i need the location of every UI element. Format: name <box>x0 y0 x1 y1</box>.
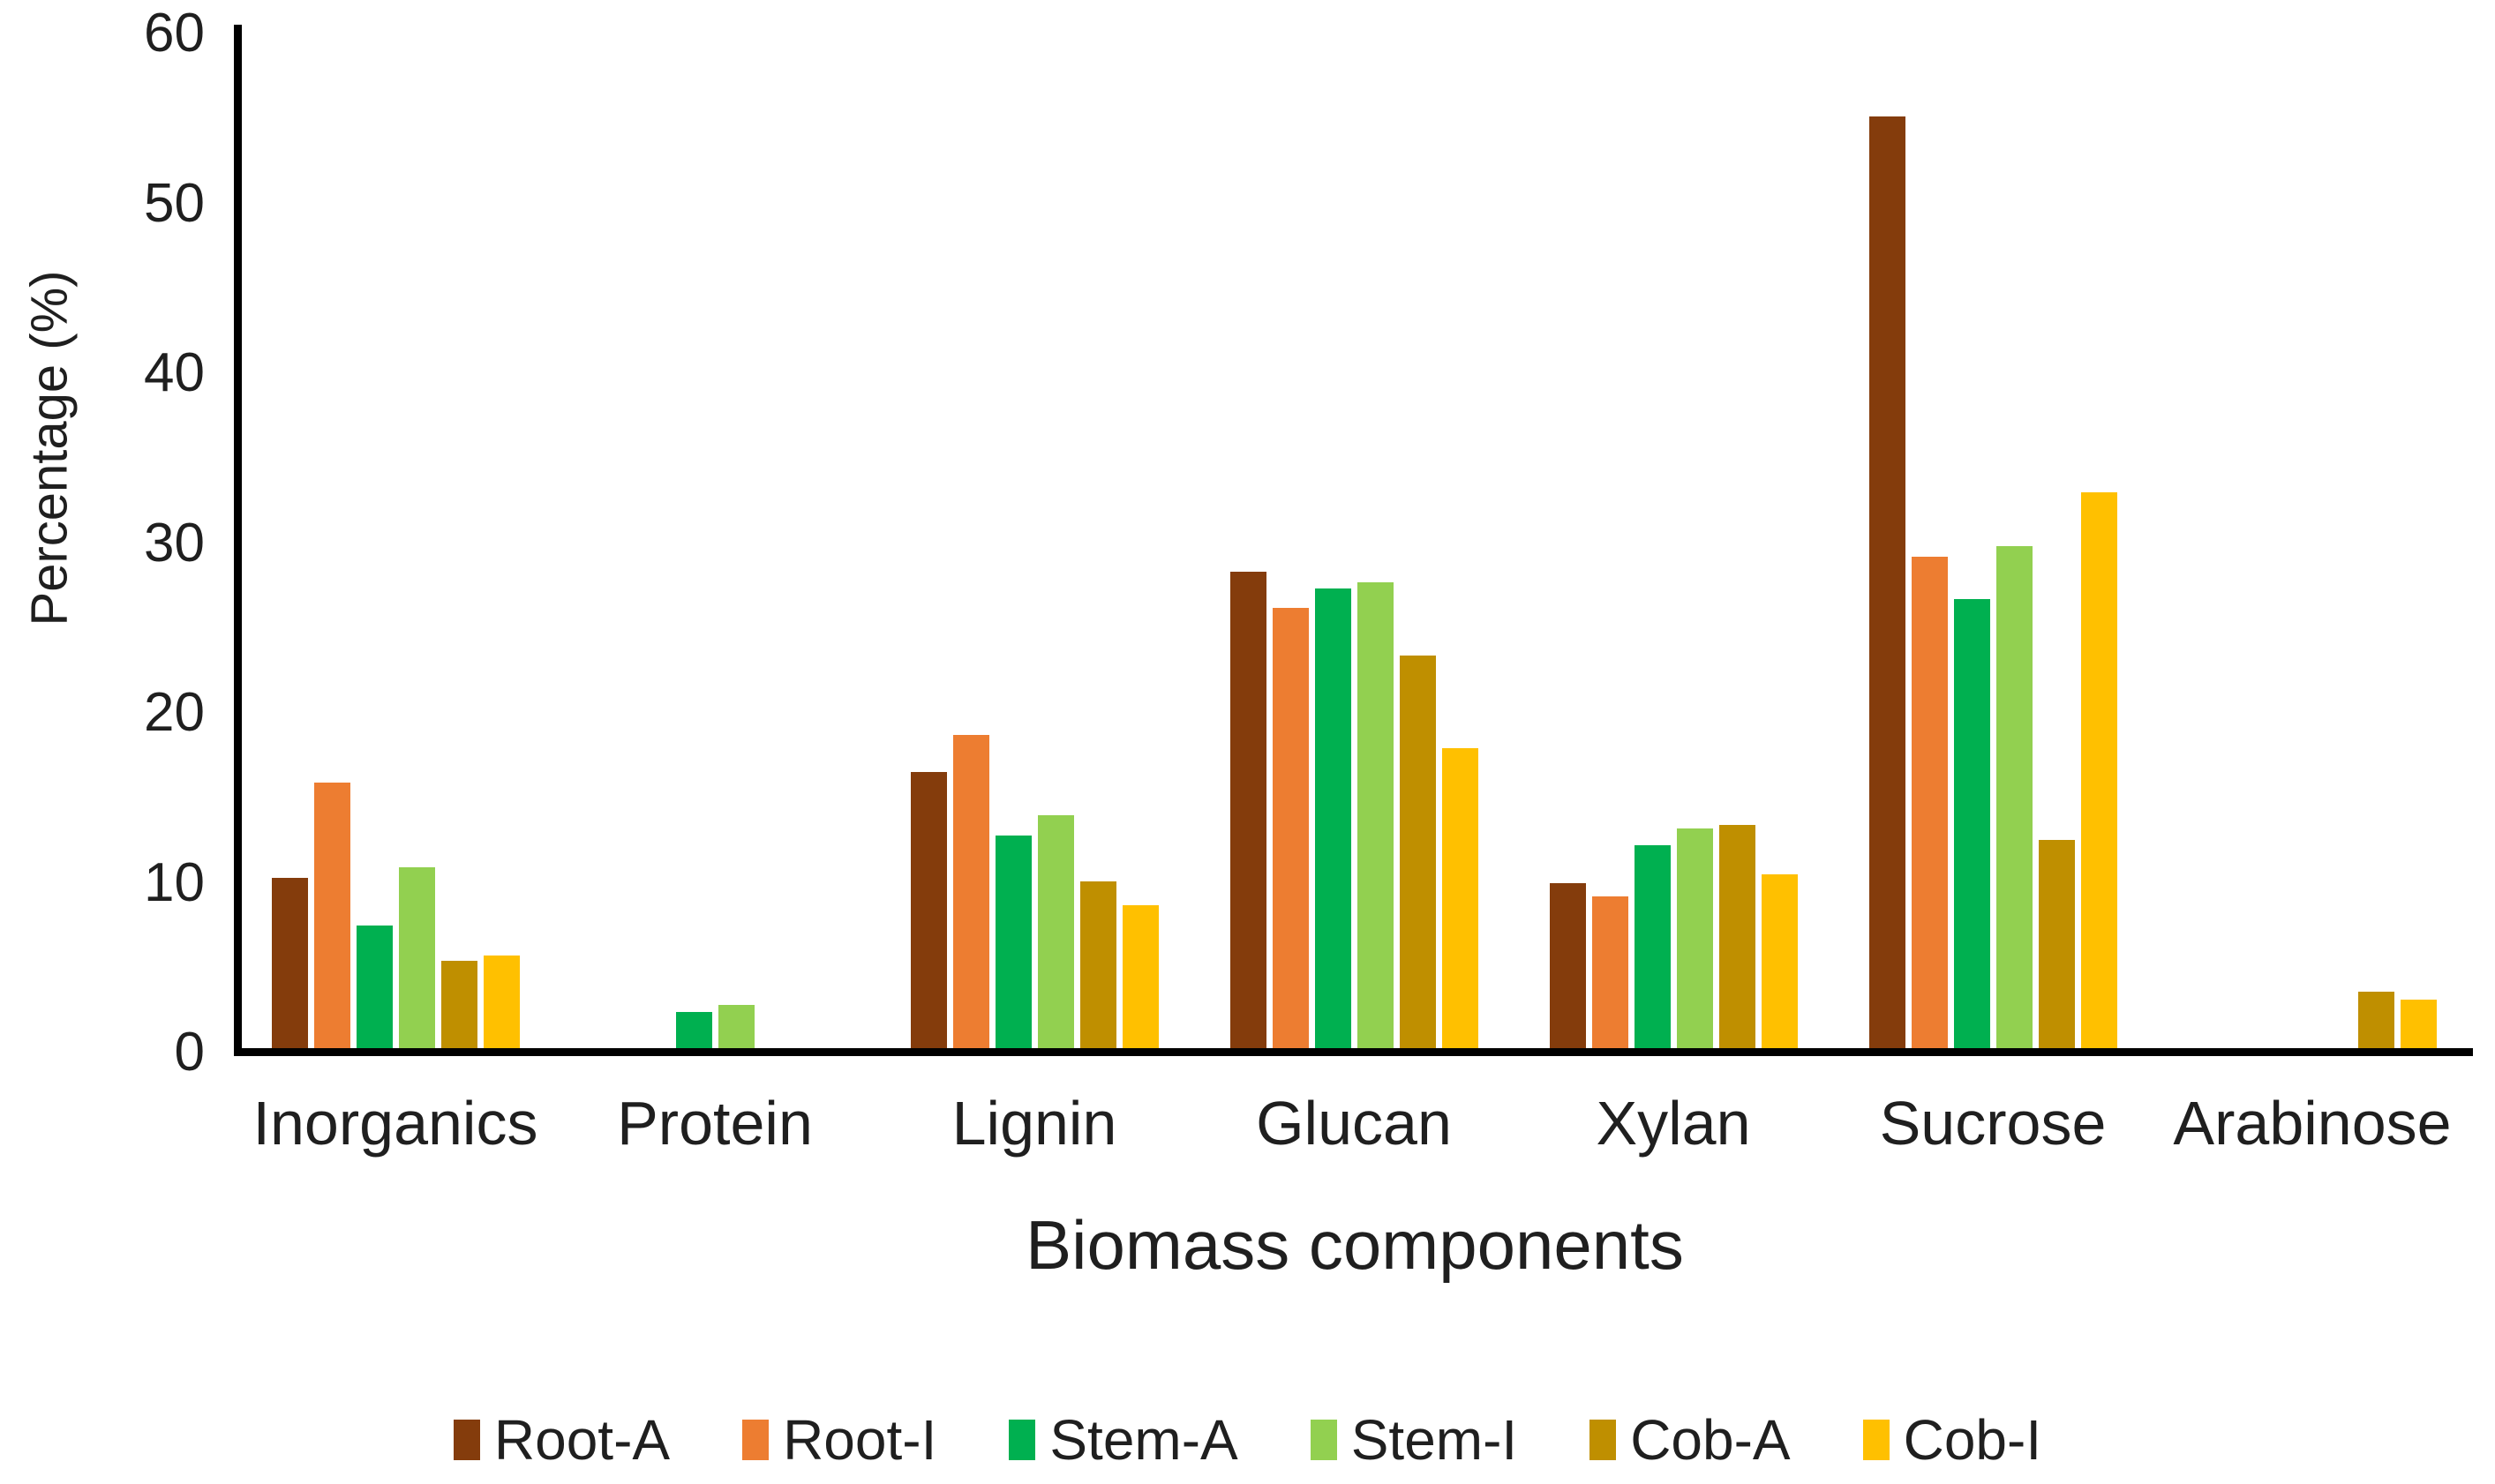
legend-label-cob-a: Cob-A <box>1630 1408 1791 1472</box>
bar-cob-a-lignin <box>1080 881 1116 1056</box>
x-category-label-sucrose: Sucrose <box>1879 1089 2107 1158</box>
legend-label-cob-i: Cob-I <box>1903 1408 2042 1472</box>
legend-item-cob-i: Cob-I <box>1862 1408 2042 1472</box>
bar-stem-i-sucrose <box>1996 546 2033 1056</box>
y-tick-label-10: 10 <box>144 851 205 913</box>
bar-cob-a-xylan <box>1719 825 1755 1056</box>
bar-root-a-glucan <box>1230 572 1266 1056</box>
bar-root-a-xylan <box>1550 882 1586 1056</box>
bar-stem-i-protein <box>718 1005 755 1056</box>
y-axis-line <box>234 25 242 1056</box>
x-category-label-glucan: Glucan <box>1256 1089 1452 1158</box>
bar-cob-i-xylan <box>1762 873 1798 1056</box>
y-tick-label-60: 60 <box>144 3 205 64</box>
legend-label-stem-i: Stem-I <box>1350 1408 1518 1472</box>
legend-item-root-i: Root-I <box>742 1412 936 1468</box>
legend-label-stem-a: Stem-A <box>1049 1408 1238 1472</box>
bar-cob-i-lignin <box>1123 904 1159 1056</box>
bar-cob-i-glucan <box>1442 748 1478 1056</box>
bar-cob-a-inorganics <box>441 961 477 1056</box>
bar-root-i-sucrose <box>1912 556 1948 1056</box>
bar-cob-a-glucan <box>1400 655 1436 1056</box>
legend-swatch-root-a <box>453 1420 480 1460</box>
legend-swatch-stem-a <box>1009 1420 1036 1460</box>
y-tick-label-40: 40 <box>144 342 205 403</box>
bar-stem-a-lignin <box>996 835 1032 1056</box>
legend-item-stem-i: Stem-I <box>1310 1408 1518 1472</box>
bar-stem-i-lignin <box>1038 814 1074 1056</box>
y-tick-label-0: 0 <box>174 1022 205 1083</box>
bar-stem-i-inorganics <box>399 867 435 1056</box>
legend-swatch-cob-i <box>1862 1420 1890 1460</box>
bar-root-i-glucan <box>1273 607 1309 1056</box>
bar-cob-a-arabinose <box>2358 991 2394 1056</box>
x-category-label-xylan: Xylan <box>1596 1089 1751 1158</box>
legend-label-root-i: Root-I <box>783 1408 937 1472</box>
bar-cob-a-sucrose <box>2039 840 2075 1056</box>
x-category-label-lignin: Lignin <box>951 1089 1117 1158</box>
x-category-label-protein: Protein <box>617 1089 813 1158</box>
bar-root-a-inorganics <box>272 877 308 1056</box>
bar-stem-i-glucan <box>1357 581 1394 1056</box>
bar-root-i-inorganics <box>314 782 350 1056</box>
y-tick-label-50: 50 <box>144 172 205 234</box>
legend-item-stem-a: Stem-A <box>1009 1408 1238 1472</box>
x-category-label-inorganics: Inorganics <box>252 1089 538 1158</box>
legend-swatch-stem-i <box>1310 1420 1337 1460</box>
bar-cob-i-inorganics <box>484 956 520 1056</box>
bar-stem-a-sucrose <box>1954 599 1990 1056</box>
x-category-label-arabinose: Arabinose <box>2173 1089 2452 1158</box>
legend-item-cob-a: Cob-A <box>1589 1408 1791 1472</box>
bar-root-i-lignin <box>953 735 989 1056</box>
legend-item-root-a: Root-A <box>453 1408 671 1472</box>
y-tick-label-30: 30 <box>144 512 205 573</box>
y-axis-title: Percentage (%) <box>20 270 79 626</box>
bar-cob-i-sucrose <box>2081 491 2117 1056</box>
bar-stem-a-inorganics <box>357 925 393 1056</box>
bar-root-a-sucrose <box>1869 116 1905 1056</box>
legend-swatch-cob-a <box>1589 1420 1617 1460</box>
legend-swatch-root-i <box>742 1420 770 1460</box>
bar-root-i-xylan <box>1592 896 1628 1056</box>
bar-cob-i-arabinose <box>2401 1000 2437 1056</box>
legend-label-root-a: Root-A <box>493 1408 671 1472</box>
bar-stem-a-glucan <box>1315 588 1351 1056</box>
bar-root-a-lignin <box>911 772 947 1056</box>
legend: Root-A Root-I Stem-A Stem-I Cob-A Cob-I <box>0 1405 2495 1475</box>
bar-stem-a-xylan <box>1635 845 1671 1056</box>
x-axis-title: Biomass components <box>1026 1206 1684 1284</box>
y-tick-label-20: 20 <box>144 682 205 743</box>
x-axis-line <box>234 1048 2473 1056</box>
bar-stem-i-xylan <box>1677 828 1713 1056</box>
